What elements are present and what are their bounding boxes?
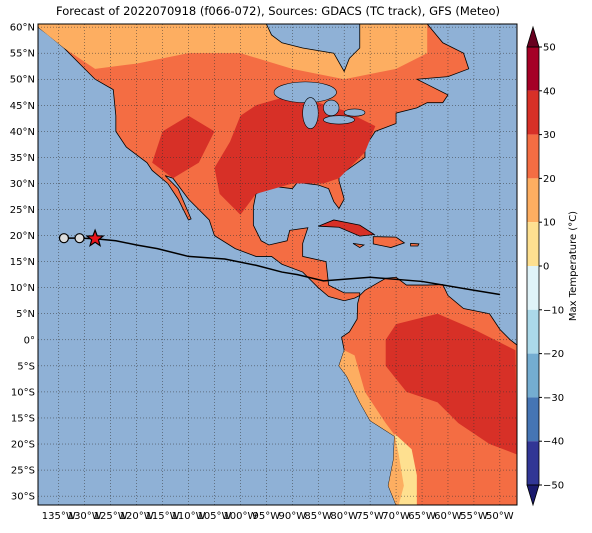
lon-tick-label: 130°W [68, 511, 102, 522]
lake [323, 115, 355, 125]
lon-tick-label: 70°W [382, 511, 410, 522]
lat-tick-label: 45°N [10, 101, 35, 112]
lon-tick-label: 110°W [172, 511, 206, 522]
lon-tick-label: 125°W [94, 511, 128, 522]
lat-tick-label: 40°N [10, 127, 35, 138]
zone-hot [385, 313, 517, 455]
lat-tick-label: 15°S [11, 413, 35, 424]
lon-tick-label: 65°W [408, 511, 436, 522]
colorbar-segment [527, 222, 539, 266]
lat-tick-label: 20°S [11, 440, 35, 451]
colorbar-over [526, 25, 540, 48]
lat-tick-label: 10°S [11, 387, 35, 398]
lake [302, 97, 319, 130]
lon-tick-label: 75°W [356, 511, 384, 522]
island [352, 242, 366, 249]
colorbar-segment [527, 178, 539, 223]
lat-tick-label: 5°S [17, 361, 35, 372]
lon-tick-label: 105°W [197, 511, 231, 522]
storm-position [58, 233, 70, 244]
colorbar-segment [527, 266, 539, 310]
lat-tick-label: 0° [24, 335, 35, 346]
colorbar-tick-label: 20 [543, 174, 556, 185]
hudson-bay [265, 24, 361, 73]
island [372, 236, 406, 248]
zone-cool [338, 350, 407, 505]
map-frame [37, 23, 518, 506]
lon-tick-label: 120°W [120, 511, 154, 522]
colorbar-tick-label: −20 [543, 349, 564, 360]
colorbar-segment [527, 134, 539, 179]
colorbar-label: Max Temperature (°C) [568, 211, 579, 321]
lon-tick-label: 85°W [304, 511, 332, 522]
lon-tick-label: 135°W [42, 511, 76, 522]
lon-tick-label: 80°W [330, 511, 358, 522]
colorbar-tick-label: 10 [543, 218, 556, 229]
lake [323, 99, 340, 117]
lat-tick-label: 25°N [10, 205, 35, 216]
lon-tick-label: 100°W [223, 511, 257, 522]
lon-tick-label: 115°W [146, 511, 180, 522]
lat-tick-label: 35°N [10, 153, 35, 164]
map-layer [38, 24, 517, 505]
lon-tick-label: 95°W [253, 511, 281, 522]
island [410, 242, 420, 247]
lat-tick-label: 20°N [10, 231, 35, 242]
colorbar-tick-label: −50 [543, 481, 564, 492]
lat-tick-label: 55°N [10, 49, 35, 60]
storm-position [74, 233, 85, 244]
lat-tick-label: 30°S [11, 492, 35, 503]
zone-mild [394, 433, 417, 505]
zone-hot [214, 94, 376, 215]
map: 60°N 55°N 50°N 45°N 40°N 35°N 30°N 25°N 20°N 15°N… [10, 23, 518, 522]
colorbar-segment [527, 47, 539, 91]
colorbar-tick-label: −30 [543, 393, 564, 404]
lon-tick-label: 55°W [460, 511, 488, 522]
colorbar-segment [527, 353, 539, 398]
lat-tick-label: 30°N [10, 179, 35, 190]
colorbar-tick-label: 50 [543, 43, 556, 54]
storm-position [85, 228, 105, 247]
colorbar-tick-label: 30 [543, 130, 556, 141]
colorbar-segment [527, 397, 539, 442]
storm-track [63, 237, 500, 296]
colorbar-tick-label: −10 [543, 305, 564, 316]
colorbar-tick-label: 40 [543, 86, 556, 97]
lat-tick-label: 15°N [10, 257, 35, 268]
colorbar-segment [527, 309, 539, 354]
island [318, 219, 376, 237]
lon-tick-label: 60°W [434, 511, 462, 522]
colorbar-under [526, 484, 540, 507]
colorbar-segment [527, 441, 539, 485]
title: Forecast of 2022070918 (f066-072), Sourc… [56, 4, 500, 18]
lat-tick-label: 60°N [10, 23, 35, 34]
lat-tick-label: 25°S [11, 466, 35, 477]
colorbar-tick-label: 0 [543, 262, 549, 273]
lake [343, 108, 366, 117]
lat-tick-label: 50°N [10, 75, 35, 86]
lake [273, 81, 337, 103]
lon-tick-label: 50°W [486, 511, 514, 522]
colorbar-tick-label: −40 [543, 437, 564, 448]
lat-tick-label: 10°N [10, 283, 35, 294]
colorbar-segment [527, 90, 539, 135]
lon-tick-label: 90°W [278, 511, 306, 522]
lat-tick-label: 5°N [16, 309, 35, 320]
